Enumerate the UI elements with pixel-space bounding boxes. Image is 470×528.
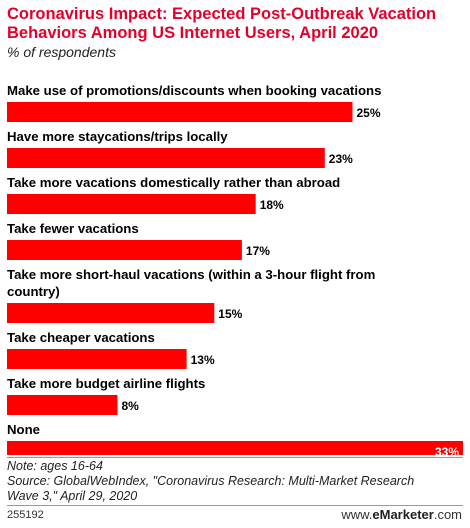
value-label: 17% bbox=[246, 244, 270, 258]
note-text: Note: ages 16-64 bbox=[7, 459, 103, 473]
brand-url[interactable]: www.eMarketer.com bbox=[341, 507, 462, 522]
category-label: Take fewer vacations bbox=[7, 221, 139, 236]
chart-id: 255192 bbox=[7, 509, 44, 521]
category-label: Take cheaper vacations bbox=[7, 330, 155, 345]
footer-divider bbox=[7, 457, 463, 458]
category-label: country) bbox=[7, 284, 60, 299]
bar-group: None 33% bbox=[7, 422, 463, 455]
category-label: None bbox=[7, 422, 40, 437]
bar bbox=[7, 102, 353, 122]
bar-group: Make use of promotions/discounts when bo… bbox=[7, 83, 381, 122]
bar bbox=[7, 148, 325, 168]
category-label: Take more short-haul vacations (within a… bbox=[7, 267, 375, 282]
value-label: 8% bbox=[122, 399, 140, 413]
bar bbox=[7, 303, 215, 323]
value-label: 13% bbox=[191, 353, 215, 367]
value-label: 23% bbox=[329, 152, 353, 166]
bar-group: Take more budget airline flights 8% bbox=[7, 376, 205, 415]
category-label: Make use of promotions/discounts when bo… bbox=[7, 83, 381, 98]
bar-group: Take more vacations domestically rather … bbox=[7, 175, 340, 214]
category-label: Take more vacations domestically rather … bbox=[7, 175, 340, 190]
category-label: Have more staycations/trips locally bbox=[7, 129, 228, 144]
chart-title: Coronavirus Impact: Expected Post-Outbre… bbox=[7, 5, 437, 42]
bar-group: Take cheaper vacations 13% bbox=[7, 330, 215, 369]
bar-group: Take fewer vacations 17% bbox=[7, 221, 270, 260]
source-text-line2: Wave 3," April 29, 2020 bbox=[7, 489, 138, 503]
category-label: Take more budget airline flights bbox=[7, 376, 205, 391]
bar bbox=[7, 349, 187, 369]
bar bbox=[7, 395, 118, 415]
bar bbox=[7, 240, 242, 260]
bottom-divider bbox=[7, 505, 463, 506]
value-label: 33% bbox=[435, 445, 459, 455]
value-label: 15% bbox=[218, 307, 242, 321]
bar-group: Have more staycations/trips locally 23% bbox=[7, 129, 353, 168]
bar-group: Take more short-haul vacations (within a… bbox=[7, 267, 375, 323]
value-label: 18% bbox=[260, 198, 284, 212]
source-text-line1: Source: GlobalWebIndex, "Coronavirus Res… bbox=[7, 474, 415, 488]
chart-notes: Note: ages 16-64 Source: GlobalWebIndex,… bbox=[7, 459, 463, 504]
value-label: 25% bbox=[357, 106, 381, 120]
bar bbox=[7, 194, 256, 214]
bar-chart: Make use of promotions/discounts when bo… bbox=[7, 83, 463, 455]
bar bbox=[7, 441, 463, 455]
brand-suffix: .com bbox=[433, 507, 462, 522]
chart-subtitle: % of respondents bbox=[7, 44, 116, 60]
brand-prefix: www. bbox=[341, 507, 373, 522]
brand-name: eMarketer bbox=[372, 507, 434, 522]
